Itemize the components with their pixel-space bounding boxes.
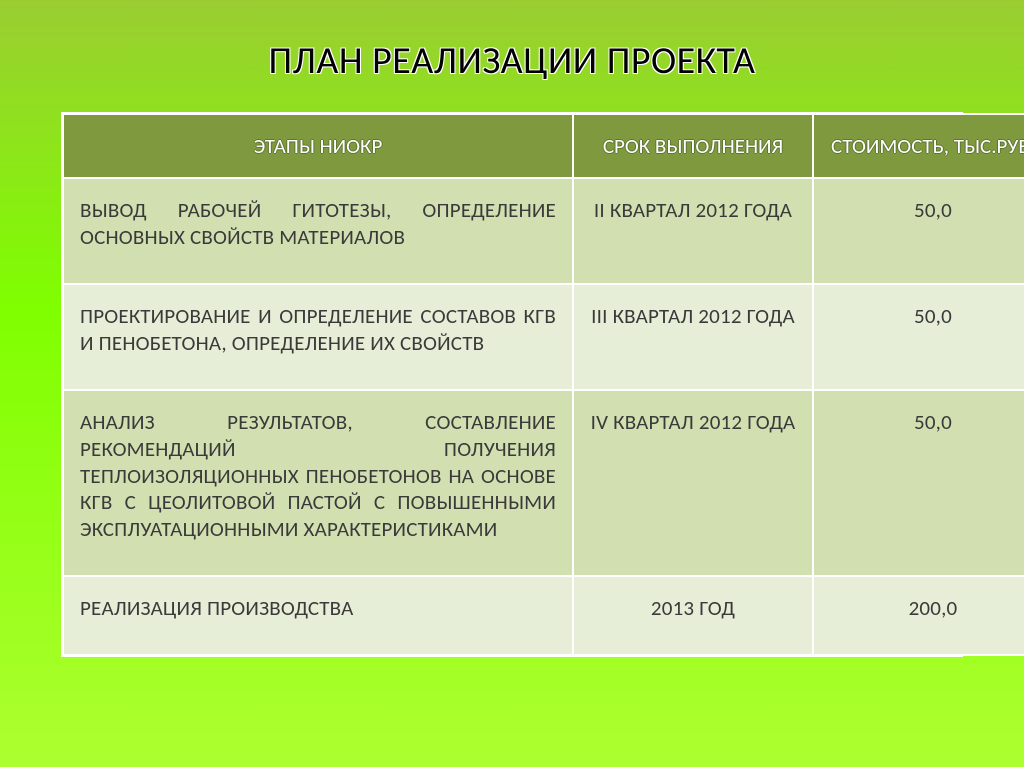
plan-table: ЭТАПЫ НИОКР СРОК ВЫПОЛНЕНИЯ СТОИМОСТЬ, Т… <box>62 113 1024 656</box>
col-header-stage: ЭТАПЫ НИОКР <box>63 114 573 178</box>
slide-title: ПЛАН РЕАЛИЗАЦИИ ПРОЕКТА <box>0 38 1024 84</box>
cell-deadline: III КВАРТАЛ 2012 ГОДА <box>573 284 813 390</box>
table-row: АНАЛИЗ РЕЗУЛЬТАТОВ, СОСТАВЛЕНИЕ РЕКОМЕНД… <box>63 390 1024 576</box>
cell-cost: 50,0 <box>813 178 1024 284</box>
table-row: ВЫВОД РАБОЧЕЙ ГИТОТЕЗЫ, ОПРЕДЕЛЕНИЕ ОСНО… <box>63 178 1024 284</box>
cell-stage: ПРОЕКТИРОВАНИЕ И ОПРЕДЕЛЕНИЕ СОСТАВОВ КГ… <box>63 284 573 390</box>
cell-deadline: 2013 ГОД <box>573 576 813 655</box>
col-header-cost: СТОИМОСТЬ, ТЫС.РУБ. <box>813 114 1024 178</box>
slide: ПЛАН РЕАЛИЗАЦИИ ПРОЕКТА ЭТАПЫ НИОКР СРОК… <box>0 0 1024 767</box>
col-header-deadline: СРОК ВЫПОЛНЕНИЯ <box>573 114 813 178</box>
cell-deadline: II КВАРТАЛ 2012 ГОДА <box>573 178 813 284</box>
cell-cost: 200,0 <box>813 576 1024 655</box>
table-header-row: ЭТАПЫ НИОКР СРОК ВЫПОЛНЕНИЯ СТОИМОСТЬ, Т… <box>63 114 1024 178</box>
plan-table-wrap: ЭТАПЫ НИОКР СРОК ВЫПОЛНЕНИЯ СТОИМОСТЬ, Т… <box>61 112 963 657</box>
cell-stage: АНАЛИЗ РЕЗУЛЬТАТОВ, СОСТАВЛЕНИЕ РЕКОМЕНД… <box>63 390 573 576</box>
table-row: ПРОЕКТИРОВАНИЕ И ОПРЕДЕЛЕНИЕ СОСТАВОВ КГ… <box>63 284 1024 390</box>
cell-cost: 50,0 <box>813 284 1024 390</box>
cell-stage: РЕАЛИЗАЦИЯ ПРОИЗВОДСТВА <box>63 576 573 655</box>
cell-cost: 50,0 <box>813 390 1024 576</box>
cell-stage: ВЫВОД РАБОЧЕЙ ГИТОТЕЗЫ, ОПРЕДЕЛЕНИЕ ОСНО… <box>63 178 573 284</box>
cell-deadline: IV КВАРТАЛ 2012 ГОДА <box>573 390 813 576</box>
table-row: РЕАЛИЗАЦИЯ ПРОИЗВОДСТВА 2013 ГОД 200,0 <box>63 576 1024 655</box>
